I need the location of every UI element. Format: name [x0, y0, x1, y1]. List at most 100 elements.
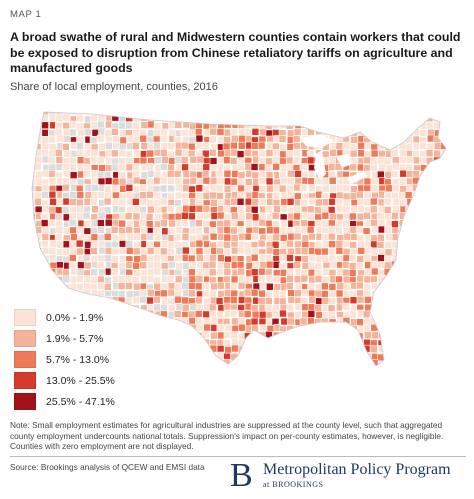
county-cell	[356, 255, 365, 263]
county-cell	[48, 149, 57, 158]
county-cell	[349, 149, 358, 158]
us-outline	[31, 111, 447, 367]
county-cell	[245, 262, 254, 270]
county-cell	[348, 345, 357, 354]
county-cell	[342, 219, 350, 228]
county-cell	[125, 239, 134, 248]
county-cell	[69, 240, 77, 249]
county-cell	[348, 339, 357, 347]
county-cell	[336, 359, 344, 366]
county-cell	[376, 170, 385, 179]
county-cell	[132, 128, 141, 137]
county-cell	[265, 352, 274, 360]
county-cell	[413, 325, 421, 333]
county-cell	[448, 143, 455, 150]
county-cell	[189, 155, 198, 164]
county-cell	[327, 112, 336, 116]
county-cell	[237, 226, 245, 234]
county-cell	[286, 169, 295, 178]
county-cell	[427, 254, 435, 263]
county-cell	[174, 295, 182, 304]
county-cell	[440, 192, 446, 200]
county-cell	[357, 112, 366, 116]
county-cell	[188, 358, 197, 366]
county-cell	[348, 262, 357, 270]
county-cell	[188, 163, 197, 172]
county-cell	[342, 345, 351, 353]
county-cell	[56, 288, 65, 297]
county-cell	[62, 197, 71, 206]
county-cell	[243, 149, 252, 157]
county-cell	[180, 129, 189, 137]
county-cell	[343, 283, 352, 291]
county-cell	[173, 169, 182, 178]
county-cell	[47, 156, 56, 165]
county-cell	[209, 366, 216, 373]
county-cell	[231, 324, 240, 333]
county-cell	[308, 184, 316, 192]
county-cell	[329, 324, 338, 333]
county-cell	[384, 170, 393, 179]
county-cell	[223, 156, 231, 164]
county-cell	[203, 157, 211, 165]
county-cell	[428, 368, 435, 375]
county-cell	[273, 358, 281, 366]
county-cell	[265, 297, 273, 305]
county-cell	[111, 127, 119, 136]
county-cell	[377, 254, 385, 262]
county-cell	[265, 177, 274, 186]
county-cell	[441, 269, 446, 277]
county-cell	[75, 184, 84, 193]
footer-divider	[10, 456, 466, 457]
county-cell	[140, 171, 149, 180]
county-cell	[308, 368, 315, 375]
county-cell	[118, 227, 126, 235]
county-cell	[447, 234, 454, 241]
county-cell	[119, 114, 127, 123]
county-cell	[441, 219, 446, 228]
county-cell	[223, 169, 232, 178]
county-cell	[160, 247, 168, 256]
county-cell	[427, 192, 435, 200]
county-cell	[370, 177, 379, 186]
county-cell	[83, 169, 91, 178]
county-cell	[243, 288, 252, 297]
county-cell	[244, 276, 253, 285]
county-cell	[363, 156, 371, 165]
county-cell	[236, 197, 245, 206]
county-cell	[194, 296, 203, 305]
county-cell	[322, 367, 329, 374]
county-cell	[195, 247, 204, 256]
county-cell	[203, 317, 212, 326]
county-cell	[356, 289, 365, 298]
county-cell	[314, 198, 323, 207]
county-cell	[342, 367, 349, 374]
county-cell	[287, 317, 295, 326]
county-cell	[307, 303, 316, 312]
county-cell	[399, 156, 407, 164]
county-cell	[195, 275, 204, 283]
county-cell	[258, 185, 267, 193]
county-cell	[439, 254, 446, 262]
county-cell	[40, 288, 49, 297]
county-cell	[434, 367, 441, 374]
county-cell	[159, 197, 168, 206]
county-cell	[231, 338, 239, 346]
county-cell	[77, 261, 85, 270]
county-cell	[194, 310, 203, 318]
county-cell	[35, 156, 44, 164]
county-cell	[173, 310, 182, 318]
county-cell	[418, 304, 427, 312]
county-cell	[98, 268, 106, 277]
county-cell	[433, 275, 442, 284]
county-cell	[440, 324, 446, 332]
county-cell	[250, 253, 259, 262]
county-cell	[97, 177, 106, 186]
county-cell	[187, 254, 196, 263]
county-cell	[413, 262, 421, 271]
county-cell	[343, 338, 351, 346]
county-cell	[448, 192, 455, 199]
county-cell	[335, 289, 344, 298]
county-cell	[271, 310, 280, 319]
county-cell	[230, 197, 238, 206]
